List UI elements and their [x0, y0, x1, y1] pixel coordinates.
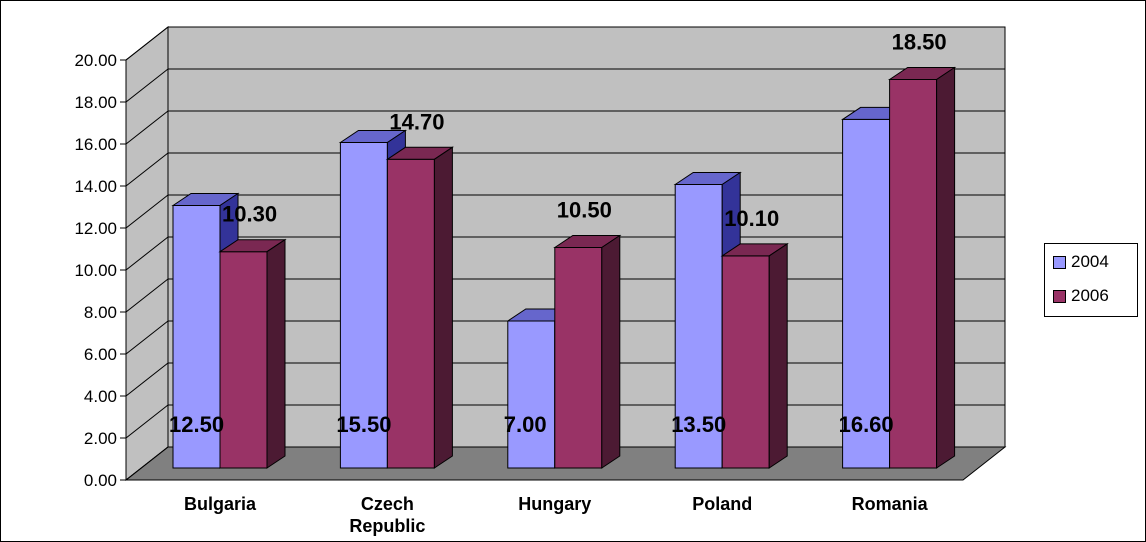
category-label: Romania — [852, 494, 929, 514]
bar-2006-czech-republic — [386, 158, 435, 469]
data-labels: 12.50 10.30 15.50 14.70 7.00 10.50 13.50 10.10 1… — [169, 30, 947, 438]
bar-2006-hungary — [554, 247, 603, 469]
y-tick-label: 6.00 — [84, 345, 117, 364]
y-tick-label: 0.00 — [84, 471, 117, 490]
data-label-2004: 7.00 — [504, 412, 547, 437]
legend-label-2004: 2004 — [1071, 252, 1109, 271]
gridline-side — [125, 278, 169, 313]
y-tick-label: 16.00 — [74, 135, 117, 154]
gridline-side — [125, 194, 169, 229]
gridline-side — [125, 110, 169, 145]
data-label-2006: 18.50 — [892, 30, 947, 55]
category-label: Hungary — [518, 494, 591, 514]
gridline-side — [125, 236, 169, 271]
legend-swatch-2004 — [1053, 255, 1066, 269]
y-tick-label: 4.00 — [84, 387, 117, 406]
bar-side-face — [433, 146, 453, 469]
category-label: Poland — [692, 494, 752, 514]
bar-2004-hungary — [507, 320, 556, 469]
legend-label-2006: 2006 — [1071, 286, 1109, 305]
bar-side-face — [266, 238, 286, 469]
legend: 2004 2006 — [1044, 243, 1138, 317]
category-label: Czech — [361, 494, 414, 514]
bar-2006-romania — [889, 79, 938, 469]
data-label-2006: 10.30 — [222, 202, 277, 227]
y-tick-label: 2.00 — [84, 429, 117, 448]
data-label-2006: 10.10 — [724, 206, 779, 231]
bar-2004-czech-republic — [339, 142, 388, 469]
data-label-2004: 16.60 — [839, 412, 894, 437]
data-label-2004: 15.50 — [336, 412, 391, 437]
data-label-2006: 14.70 — [389, 109, 444, 134]
gridline-side — [125, 446, 169, 481]
y-tick-label: 8.00 — [84, 303, 117, 322]
bar-2006-poland — [721, 255, 770, 469]
data-label-2004: 12.50 — [169, 412, 224, 437]
y-tick-label: 20.00 — [74, 51, 117, 70]
legend-item-2004: 2004 — [1053, 252, 1109, 272]
bars — [171, 66, 957, 469]
gridline-side — [125, 68, 169, 103]
gridline-side — [125, 320, 169, 355]
bar-2006-bulgaria — [219, 251, 268, 469]
y-tick-label: 10.00 — [74, 261, 117, 280]
bar-side-face — [936, 66, 956, 469]
bar-side-face — [768, 242, 788, 469]
data-label-2006: 10.50 — [557, 198, 612, 223]
category-label: Republic — [349, 516, 425, 536]
y-axis: 0.00 2.00 4.00 6.00 8.00 10.00 12.00 14.00 16.00… — [74, 51, 963, 490]
bar-side-face — [601, 234, 621, 469]
gridline-side — [125, 404, 169, 439]
legend-item-2006: 2006 — [1053, 286, 1109, 306]
y-tick-label: 12.00 — [74, 219, 117, 238]
category-label: Bulgaria — [184, 494, 257, 514]
data-label-2004: 13.50 — [671, 412, 726, 437]
gridline-side — [125, 152, 169, 187]
y-tick-label: 14.00 — [74, 177, 117, 196]
gridline-side — [125, 362, 169, 397]
y-tick-label: 18.00 — [74, 93, 117, 112]
legend-swatch-2006 — [1053, 289, 1066, 303]
gridline-side — [125, 26, 169, 61]
